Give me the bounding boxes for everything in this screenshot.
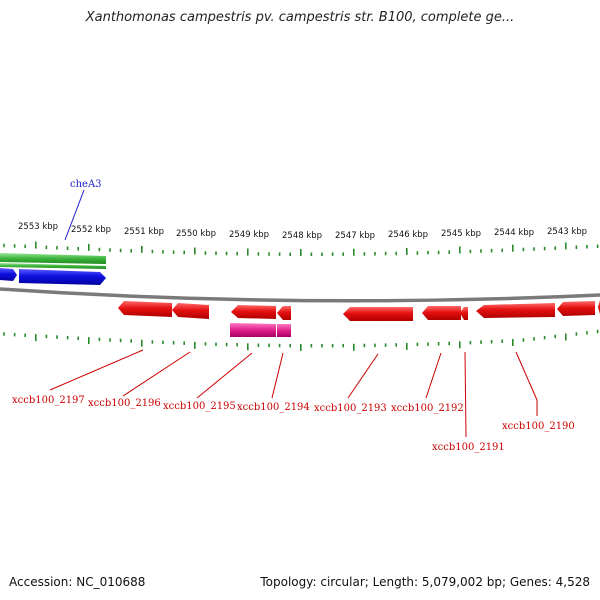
- reverse-strand-genes: [118, 300, 600, 337]
- gene-pink[interactable]: [230, 323, 276, 337]
- kbp-label: 2546 kbp: [388, 230, 428, 240]
- gene-red[interactable]: [557, 301, 595, 316]
- accession-text: Accession: NC_010688: [9, 575, 146, 589]
- gene-label[interactable]: xccb100_2194: [237, 402, 310, 413]
- gene-red[interactable]: [118, 301, 172, 317]
- gene-label[interactable]: xccb100_2195: [163, 401, 236, 412]
- inner-tick-row: [3, 329, 599, 351]
- gene-label[interactable]: xccb100_2196: [88, 398, 161, 409]
- kbp-label: 2544 kbp: [494, 228, 534, 238]
- map-title: Xanthomonas campestris pv. campestris st…: [85, 10, 515, 25]
- gene-label[interactable]: xccb100_2190: [502, 421, 575, 432]
- gene-label[interactable]: xccb100_2197: [12, 395, 85, 406]
- gene-red[interactable]: [460, 307, 468, 320]
- leader-lines: [49, 189, 538, 438]
- kbp-label: 2553 kbp: [18, 222, 58, 232]
- kbp-label: 2550 kbp: [176, 229, 216, 239]
- gene-label[interactable]: xccb100_2193: [314, 403, 387, 414]
- gene-label[interactable]: xccb100_2191: [432, 442, 505, 453]
- kbp-scale: 2553 kbp 2552 kbp 2551 kbp 2550 kbp 2549…: [18, 222, 587, 241]
- gene-red[interactable]: [476, 303, 555, 318]
- outer-tick-row: [3, 241, 599, 256]
- gene-blue[interactable]: [19, 269, 106, 285]
- gene-label[interactable]: cheA3: [70, 179, 102, 190]
- kbp-label: 2551 kbp: [124, 227, 164, 237]
- gene-red[interactable]: [231, 305, 276, 319]
- gene-green[interactable]: [0, 263, 106, 269]
- gene-label[interactable]: xccb100_2192: [391, 403, 464, 414]
- gene-red[interactable]: [277, 306, 291, 320]
- kbp-label: 2548 kbp: [282, 231, 322, 241]
- kbp-label: 2549 kbp: [229, 230, 269, 240]
- gene-red[interactable]: [422, 306, 461, 320]
- kbp-label: 2552 kbp: [71, 225, 111, 235]
- genome-summary-text: Topology: circular; Length: 5,079,002 bp…: [260, 575, 590, 589]
- forward-strand-genes: [0, 253, 106, 285]
- gene-red[interactable]: [343, 307, 413, 321]
- gene-green[interactable]: [0, 253, 106, 264]
- gene-pink[interactable]: [277, 324, 291, 337]
- genome-backbone: [0, 287, 600, 303]
- kbp-label: 2545 kbp: [441, 229, 481, 239]
- kbp-label: 2547 kbp: [335, 231, 375, 241]
- gene-labels: cheA3 xccb100_2197 xccb100_2196 xccb100_…: [12, 179, 575, 453]
- kbp-label: 2543 kbp: [547, 227, 587, 237]
- gene-blue[interactable]: [0, 268, 17, 281]
- gene-red[interactable]: [172, 303, 209, 319]
